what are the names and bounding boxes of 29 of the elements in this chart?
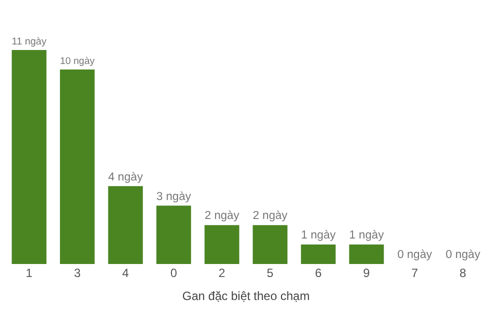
x-tick-label: 7 bbox=[411, 266, 418, 280]
x-tick-label: 1 bbox=[26, 266, 33, 280]
bar bbox=[108, 186, 143, 264]
x-tick-label: 2 bbox=[218, 266, 226, 280]
x-tick-label: 6 bbox=[314, 266, 322, 280]
x-tick-label: 5 bbox=[266, 266, 274, 280]
data-label: 3 ngày bbox=[156, 190, 192, 203]
bar bbox=[156, 206, 192, 264]
x-tick-label: 3 bbox=[74, 266, 81, 280]
data-label: 0 ngày bbox=[397, 249, 432, 262]
bar bbox=[349, 244, 384, 264]
x-tick-label: 8 bbox=[460, 266, 467, 280]
data-label: 1 ngày bbox=[349, 230, 384, 242]
x-tick-label: 0 bbox=[170, 266, 178, 280]
bar bbox=[12, 50, 46, 264]
x-tick-label: 4 bbox=[122, 266, 130, 280]
x-axis-title: Gan đặc biệt theo chạm bbox=[182, 288, 310, 303]
data-label: 1 ngày bbox=[300, 230, 336, 242]
data-label: 2 ngày bbox=[204, 210, 240, 222]
data-label: 2 ngày bbox=[252, 210, 288, 222]
bar bbox=[60, 69, 95, 264]
data-label: 11 ngày bbox=[12, 36, 46, 48]
bar bbox=[204, 225, 240, 264]
data-label: 10 ngày bbox=[60, 56, 95, 68]
data-label: 0 ngày bbox=[446, 249, 480, 262]
data-label: 4 ngày bbox=[108, 171, 144, 184]
bar bbox=[252, 225, 288, 264]
bar bbox=[300, 244, 336, 264]
x-tick-label: 9 bbox=[363, 266, 370, 280]
